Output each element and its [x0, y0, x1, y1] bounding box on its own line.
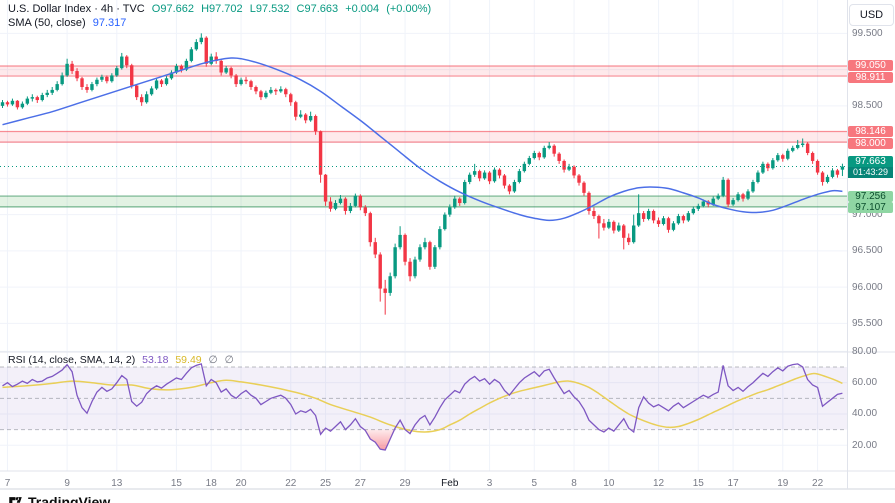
rsi-band-hidden-1: ∅	[208, 354, 218, 366]
symbol-legend-row[interactable]: U.S. Dollar Index · 4h · TVC O97.662 H97…	[8, 3, 435, 15]
resistance-price-label: 99.050	[848, 60, 893, 72]
price-tick: 96.000	[852, 281, 883, 293]
current-price-label: 97.663 01:43:29	[848, 155, 893, 178]
resistance-price-label: 98.000	[848, 137, 893, 149]
ohlc-low: L97.532	[249, 3, 290, 15]
resistance-price-label: 98.911	[848, 71, 893, 83]
time-tick: 12	[652, 478, 665, 489]
time-tick: 22	[812, 478, 824, 489]
time-tick: 29	[399, 478, 411, 489]
gridlines	[0, 0, 847, 471]
support-price-label: 97.107	[848, 202, 893, 214]
price-zones	[0, 65, 847, 208]
support-price-label: 97.256	[848, 190, 893, 202]
price-tick: 96.500	[852, 245, 883, 257]
price-tick: 98.500	[852, 100, 883, 112]
tradingview-logo[interactable]: TradingView	[8, 494, 110, 503]
resistance-price-label: 98.146	[848, 126, 893, 138]
time-tick: 9	[64, 478, 70, 489]
symbol-title: U.S. Dollar Index · 4h · TVC	[8, 3, 145, 15]
change-percent: (+0.00%)	[386, 3, 432, 15]
sma-legend-row[interactable]: SMA (50, close) 97.317	[8, 17, 130, 29]
axis-borders	[0, 0, 895, 490]
price-tick: 95.500	[852, 317, 883, 329]
time-tick: 19	[777, 478, 789, 489]
time-tick: 10	[603, 478, 615, 489]
rsi-tick: 20.00	[852, 439, 878, 451]
rsi-pane	[0, 363, 847, 451]
rsi-legend-row[interactable]: RSI (14, close, SMA, 14, 2) 53.18 59.49 …	[8, 354, 238, 366]
time-tick: 3	[486, 478, 493, 489]
rsi-ma-value: 59.49	[175, 354, 202, 366]
tradingview-logo-icon	[9, 497, 22, 503]
sma-value: 97.317	[92, 17, 127, 29]
sma-label: SMA (50, close)	[8, 17, 86, 29]
time-tick: 15	[170, 478, 182, 489]
ohlc-high: H97.702	[201, 3, 243, 15]
time-tick: Feb	[441, 478, 459, 489]
ohlc-open: O97.662	[151, 3, 194, 15]
price-tick: 97.000	[852, 209, 883, 221]
candlestick-series	[0, 33, 845, 315]
countdown-timer: 01:43:29	[848, 166, 893, 178]
rsi-value: 53.18	[142, 354, 169, 366]
time-tick: 15	[692, 478, 704, 489]
time-tick: 8	[571, 478, 577, 489]
time-tick: 13	[111, 478, 123, 489]
rsi-band-hidden-2: ∅	[224, 354, 234, 366]
price-tick: 99.500	[852, 27, 883, 39]
time-tick: 17	[727, 478, 739, 489]
rsi-tick: 80.00	[852, 345, 878, 357]
time-tick: 22	[285, 478, 297, 489]
ohlc-close: C97.663	[296, 3, 339, 15]
time-tick: 20	[235, 478, 247, 489]
change-value: +0.004	[345, 3, 380, 15]
rsi-tick: 40.00	[852, 408, 878, 420]
time-tick: 25	[319, 478, 332, 489]
time-tick: 7	[4, 478, 11, 489]
sma50-line	[2, 57, 843, 222]
tradingview-logo-text: TradingView	[28, 494, 111, 503]
rsi-tick: 60.00	[852, 377, 878, 389]
rsi-label: RSI (14, close, SMA, 14, 2)	[8, 354, 136, 366]
time-tick: 18	[205, 478, 217, 489]
time-tick: 5	[531, 478, 538, 489]
time-tick: 27	[354, 478, 366, 489]
currency-unit-button[interactable]: USD	[849, 4, 894, 26]
